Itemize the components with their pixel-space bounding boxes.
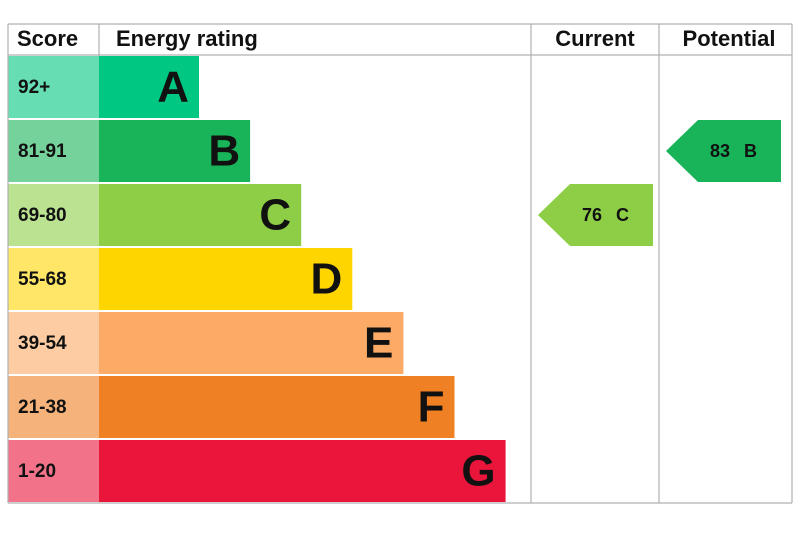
- current-letter: C: [616, 205, 629, 225]
- header-score: Score: [17, 26, 78, 51]
- rating-bar: [99, 376, 455, 438]
- rating-letter: C: [259, 191, 291, 240]
- score-label: 81-91: [18, 141, 67, 162]
- score-cell: [8, 376, 99, 438]
- header-potential: Potential: [683, 26, 776, 51]
- rating-bar: [99, 248, 353, 310]
- score-label: 21-38: [18, 397, 67, 418]
- score-cell: [8, 312, 99, 374]
- score-cell: [8, 184, 99, 246]
- rating-letter: D: [311, 255, 343, 304]
- score-label: 69-80: [18, 205, 67, 226]
- rating-bar: [99, 120, 251, 182]
- score-label: 92+: [18, 77, 50, 98]
- score-label: 1-20: [18, 461, 56, 482]
- rating-letter: E: [364, 319, 393, 368]
- score-cell: [8, 248, 99, 310]
- rating-bar: [99, 312, 404, 374]
- potential-arrow: [666, 120, 781, 182]
- rating-letter: B: [208, 127, 240, 176]
- score-cell: [8, 56, 99, 118]
- score-cell: [8, 440, 99, 502]
- rating-bar: [99, 184, 302, 246]
- header-energy-rating: Energy rating: [116, 26, 258, 51]
- rating-bar: [99, 440, 506, 502]
- header-current: Current: [555, 26, 635, 51]
- score-label: 39-54: [18, 333, 67, 354]
- potential-value: 83: [710, 141, 730, 161]
- score-label: 55-68: [18, 269, 67, 290]
- potential-letter: B: [744, 141, 757, 161]
- score-cell: [8, 120, 99, 182]
- rating-letter: A: [157, 63, 189, 112]
- current-value: 76: [582, 205, 602, 225]
- rating-bar: [99, 56, 199, 118]
- rating-letter: G: [461, 447, 495, 496]
- current-arrow: [538, 184, 653, 246]
- rating-letter: F: [418, 383, 445, 432]
